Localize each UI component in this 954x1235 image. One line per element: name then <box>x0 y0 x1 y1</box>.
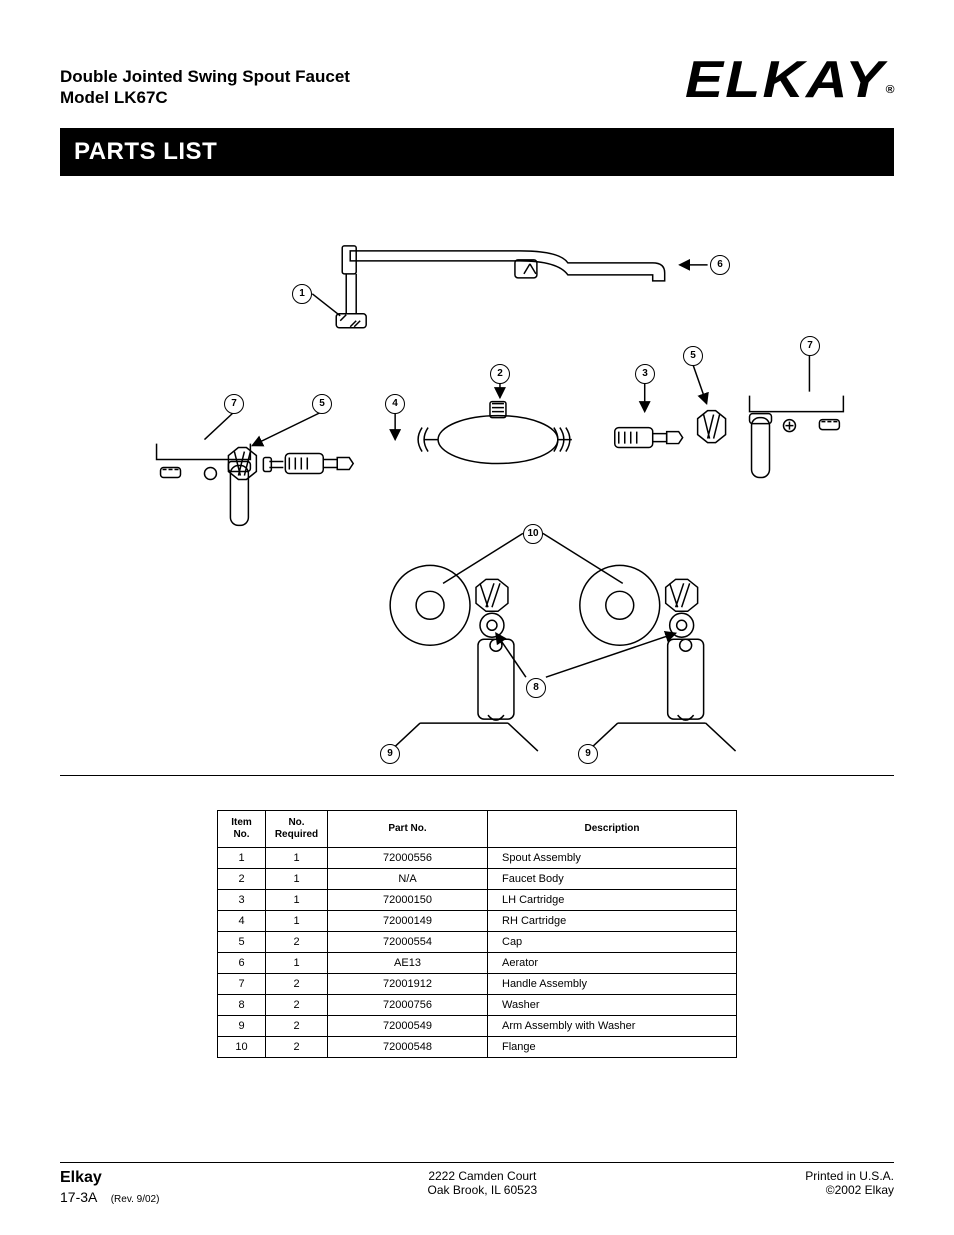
cell-req: 2 <box>266 1016 328 1037</box>
callout-bubble: 8 <box>526 678 546 698</box>
callout-bubble: 7 <box>800 336 820 356</box>
cell-req: 1 <box>266 890 328 911</box>
section-title-bar: PARTS LIST <box>60 128 894 176</box>
cell-item: 8 <box>218 995 266 1016</box>
table-row: 5272000554Cap <box>218 932 737 953</box>
th-item-text: ItemNo. <box>231 817 252 840</box>
table-row: 4172000149RH Cartridge <box>218 911 737 932</box>
callout-bubble: 3 <box>635 364 655 384</box>
table-row: 8272000756Washer <box>218 995 737 1016</box>
callout-bubble: 9 <box>380 744 400 764</box>
footer-addr1: 2222 Camden Court <box>159 1169 805 1183</box>
brand-logo-text: ELKAY <box>684 51 885 109</box>
cell-req: 1 <box>266 911 328 932</box>
callout-bubble: 1 <box>292 284 312 304</box>
cell-item: 7 <box>218 974 266 995</box>
footer-right1: Printed in U.S.A. <box>805 1169 894 1183</box>
footer-addr2: Oak Brook, IL 60523 <box>159 1183 805 1197</box>
table-row: 1172000556Spout Assembly <box>218 848 737 869</box>
footer-rule <box>60 1162 894 1163</box>
cell-item: 3 <box>218 890 266 911</box>
parts-table-wrap: ItemNo. No.Required Part No. Description… <box>60 810 894 1058</box>
callout-bubble: 10 <box>523 524 543 544</box>
th-req: No.Required <box>266 811 328 848</box>
cell-desc: Arm Assembly with Washer <box>488 1016 737 1037</box>
cell-item: 6 <box>218 953 266 974</box>
cell-item: 5 <box>218 932 266 953</box>
cell-req: 2 <box>266 995 328 1016</box>
footer-center: 2222 Camden Court Oak Brook, IL 60523 <box>159 1169 805 1205</box>
header: Double Jointed Swing Spout Faucet Model … <box>60 50 894 110</box>
cell-desc: Spout Assembly <box>488 848 737 869</box>
th-part: Part No. <box>328 811 488 848</box>
footer-page: 17-3A <box>60 1189 97 1205</box>
cell-req: 1 <box>266 869 328 890</box>
footer-left: Elkay 17-3A (Rev. 9/02) <box>60 1169 159 1205</box>
title-line-2: Model LK67C <box>60 87 350 108</box>
cell-item: 1 <box>218 848 266 869</box>
cell-part: 72001912 <box>328 974 488 995</box>
footer-right: Printed in U.S.A. ©2002 Elkay <box>805 1169 894 1205</box>
table-row: 7272001912Handle Assembly <box>218 974 737 995</box>
callout-bubble: 4 <box>385 394 405 414</box>
th-desc: Description <box>488 811 737 848</box>
footer: Elkay 17-3A (Rev. 9/02) 2222 Camden Cour… <box>60 1162 894 1205</box>
cell-req: 2 <box>266 974 328 995</box>
callout-bubble: 5 <box>312 394 332 414</box>
th-req-text: No.Required <box>275 817 318 840</box>
callout-bubble: 6 <box>710 255 730 275</box>
cell-desc: Faucet Body <box>488 869 737 890</box>
cell-part: AE13 <box>328 953 488 974</box>
table-row: 9272000549Arm Assembly with Washer <box>218 1016 737 1037</box>
cell-item: 9 <box>218 1016 266 1037</box>
diagram-svg <box>60 186 894 775</box>
exploded-diagram: 1 6 7 5 3 2 4 5 7 10 8 9 9 <box>60 186 894 776</box>
table-row: 3172000150LH Cartridge <box>218 890 737 911</box>
cell-item: 2 <box>218 869 266 890</box>
th-part-text: Part No. <box>388 823 426 834</box>
callout-bubble: 5 <box>683 346 703 366</box>
cell-desc: LH Cartridge <box>488 890 737 911</box>
section-title: PARTS LIST <box>74 138 217 165</box>
cell-part: 72000548 <box>328 1037 488 1058</box>
footer-right2: ©2002 Elkay <box>805 1183 894 1197</box>
cell-item: 4 <box>218 911 266 932</box>
cell-desc: Handle Assembly <box>488 974 737 995</box>
cell-desc: Washer <box>488 995 737 1016</box>
cell-part: 72000556 <box>328 848 488 869</box>
cell-desc: RH Cartridge <box>488 911 737 932</box>
cell-part: 72000756 <box>328 995 488 1016</box>
cell-desc: Aerator <box>488 953 737 974</box>
cell-desc: Cap <box>488 932 737 953</box>
footer-rev: (Rev. 9/02) <box>111 1194 160 1205</box>
title-line-1: Double Jointed Swing Spout Faucet <box>60 66 350 87</box>
table-row: 10272000548Flange <box>218 1037 737 1058</box>
table-row: 61AE13Aerator <box>218 953 737 974</box>
cell-req: 1 <box>266 848 328 869</box>
cell-req: 2 <box>266 1037 328 1058</box>
callout-bubble: 2 <box>490 364 510 384</box>
parts-table: ItemNo. No.Required Part No. Description… <box>217 810 737 1058</box>
cell-req: 1 <box>266 953 328 974</box>
table-header-row: ItemNo. No.Required Part No. Description <box>218 811 737 848</box>
th-item: ItemNo. <box>218 811 266 848</box>
registered-mark: ® <box>885 84 894 96</box>
footer-brand: Elkay <box>60 1169 159 1187</box>
cell-desc: Flange <box>488 1037 737 1058</box>
cell-part: 72000149 <box>328 911 488 932</box>
cell-part: 72000554 <box>328 932 488 953</box>
cell-part: 72000549 <box>328 1016 488 1037</box>
callout-bubble: 7 <box>224 394 244 414</box>
table-row: 21N/AFaucet Body <box>218 869 737 890</box>
cell-part: 72000150 <box>328 890 488 911</box>
cell-item: 10 <box>218 1037 266 1058</box>
cell-part: N/A <box>328 869 488 890</box>
brand-logo: ELKAY® <box>684 50 894 110</box>
title-block: Double Jointed Swing Spout Faucet Model … <box>60 66 350 109</box>
callout-bubble: 9 <box>578 744 598 764</box>
th-desc-text: Description <box>584 823 639 834</box>
cell-req: 2 <box>266 932 328 953</box>
